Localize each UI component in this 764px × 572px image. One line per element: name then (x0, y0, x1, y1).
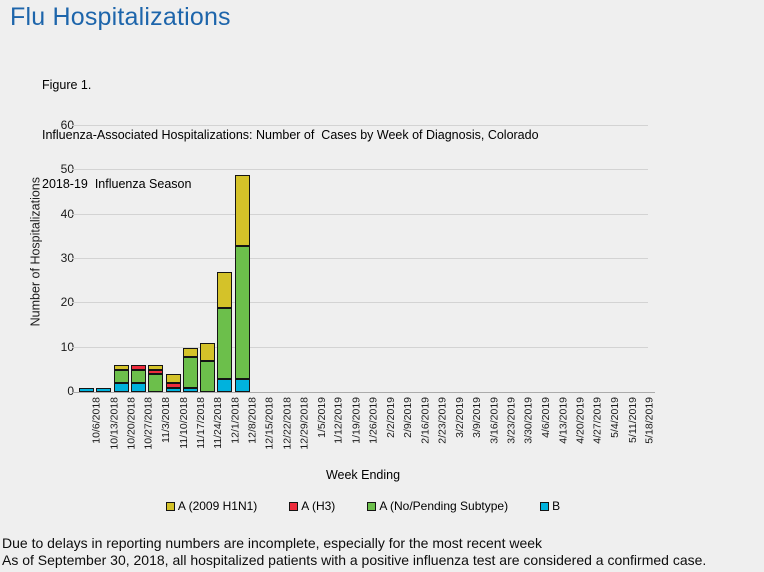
y-tick-label: 0 (67, 384, 74, 398)
x-tick-label: 2/16/2019 (419, 397, 432, 444)
bar-segment-a-2009-h1n1- (217, 272, 233, 308)
x-tick-label: 3/9/2019 (471, 397, 484, 438)
legend-swatch-icon (367, 501, 377, 511)
bar-segment-a-2009-h1n1- (182, 348, 198, 357)
footer-note-1: Due to delays in reporting numbers are i… (2, 535, 543, 551)
x-tick-label: 4/13/2019 (557, 397, 570, 444)
y-tick-label: 60 (60, 118, 74, 132)
x-tick-label: 3/2/2019 (453, 397, 466, 438)
bar-segment-a-no-pending-subtype- (217, 308, 233, 379)
gridline (72, 347, 648, 348)
legend-label: A (No/Pending Subtype) (379, 499, 509, 513)
bar-segment-a-2009-h1n1- (200, 343, 215, 361)
x-tick-label: 11/17/2018 (194, 397, 207, 449)
page-title: Flu Hospitalizations (10, 3, 231, 31)
bar-segment-b (113, 383, 129, 392)
legend-swatch-icon (289, 501, 299, 511)
figure-caption-line2: Influenza-Associated Hospitalizations: N… (42, 127, 539, 142)
bar-segment-a-no-pending-subtype- (234, 246, 250, 379)
gridline (72, 214, 648, 215)
x-tick-label: 10/13/2018 (108, 397, 121, 450)
x-axis-line (72, 392, 655, 393)
chart-legend: A (2009 H1N1) A (H3) A (No/Pending Subtype… (78, 499, 648, 513)
gridline (72, 125, 648, 126)
x-tick-label: 12/8/2018 (246, 397, 259, 444)
bar-segment-a-2009-h1n1- (148, 365, 164, 370)
x-tick-label: 10/27/2018 (142, 397, 155, 450)
figure-caption: Figure 1. Influenza-Associated Hospitali… (42, 44, 539, 209)
legend-swatch-icon (165, 501, 175, 511)
x-tick-label: 2/2/2019 (384, 397, 397, 438)
legend-label: A (H3) (301, 499, 336, 513)
legend-item: A (2009 H1N1) (165, 499, 258, 513)
x-tick-label: 5/11/2019 (626, 397, 639, 443)
bar-segment-b (96, 388, 112, 392)
bar-segment-b (165, 388, 181, 392)
bar-segment-a-h3- (165, 383, 181, 388)
x-tick-label: 5/4/2019 (609, 397, 622, 438)
x-tick-label: 12/15/2018 (263, 397, 276, 450)
bar-segment-b (217, 379, 233, 392)
bar-segment-a-h3- (131, 365, 146, 370)
bar-segment-a-no-pending-subtype- (131, 370, 146, 383)
y-tick-label: 40 (60, 207, 74, 221)
x-tick-label: 4/27/2019 (592, 397, 605, 444)
x-tick-label: 5/18/2019 (643, 397, 656, 444)
x-tick-label: 10/20/2018 (125, 397, 138, 450)
bar-segment-a-no-pending-subtype- (113, 370, 129, 383)
x-tick-label: 1/12/2019 (332, 397, 345, 444)
x-tick-label: 1/19/2019 (350, 397, 363, 444)
x-tick-label: 10/6/2018 (91, 397, 104, 444)
bar-segment-b (234, 379, 250, 392)
legend-item: A (No/Pending Subtype) (367, 499, 508, 513)
x-tick-label: 2/9/2019 (402, 397, 415, 438)
x-tick-label: 4/20/2019 (574, 397, 587, 444)
bar-segment-a-2009-h1n1- (234, 175, 250, 246)
gridline (72, 302, 648, 303)
x-tick-label: 2/23/2019 (436, 397, 449, 444)
plot-area (72, 125, 648, 392)
x-tick-label: 3/30/2019 (522, 397, 535, 444)
y-tick-label: 10 (60, 340, 74, 354)
y-axis-title: Number of Hospitalizations (28, 177, 42, 327)
x-tick-label: 11/24/2018 (212, 397, 225, 449)
bar-segment-a-no-pending-subtype- (182, 357, 198, 388)
figure-caption-line1: Figure 1. (42, 78, 92, 92)
y-tick-label: 20 (60, 295, 74, 309)
legend-swatch-icon (540, 501, 550, 511)
legend-item: A (H3) (289, 499, 335, 513)
x-tick-label: 1/26/2019 (367, 397, 380, 444)
x-tick-label: 12/29/2018 (298, 397, 311, 450)
bar-segment-a-2009-h1n1- (113, 365, 129, 370)
legend-label: B (552, 499, 561, 513)
bar-segment-b (79, 388, 95, 392)
bar-segment-a-h3- (148, 370, 164, 374)
legend-label: A (2009 H1N1) (177, 499, 258, 513)
x-tick-label: 12/1/2018 (229, 397, 242, 444)
x-tick-label: 3/16/2019 (488, 397, 501, 444)
footer-note-2: As of September 30, 2018, all hospitaliz… (2, 551, 707, 568)
bar-segment-a-no-pending-subtype- (148, 374, 164, 392)
bar-segment-b (182, 388, 198, 392)
x-tick-label: 1/5/2019 (315, 397, 328, 438)
x-tick-label: 11/10/2018 (177, 397, 190, 449)
x-tick-label: 11/3/2018 (160, 397, 173, 443)
y-tick-label: 30 (60, 251, 74, 265)
x-tick-label: 4/6/2019 (540, 397, 553, 438)
figure-caption-line3: 2018-19 Influenza Season (42, 177, 192, 191)
gridline (72, 258, 648, 259)
y-tick-label: 50 (60, 162, 74, 176)
x-tick-label: 3/23/2019 (505, 397, 518, 444)
footer-notes: Due to delays in reporting numbers are i… (2, 535, 764, 568)
bar-segment-a-2009-h1n1- (165, 374, 181, 383)
bar-segment-b (131, 383, 146, 392)
gridline (72, 169, 648, 170)
x-axis-title: Week Ending (325, 468, 401, 482)
legend-item: B (540, 499, 560, 513)
bar-segment-a-no-pending-subtype- (200, 361, 215, 392)
x-tick-label: 12/22/2018 (281, 397, 294, 450)
